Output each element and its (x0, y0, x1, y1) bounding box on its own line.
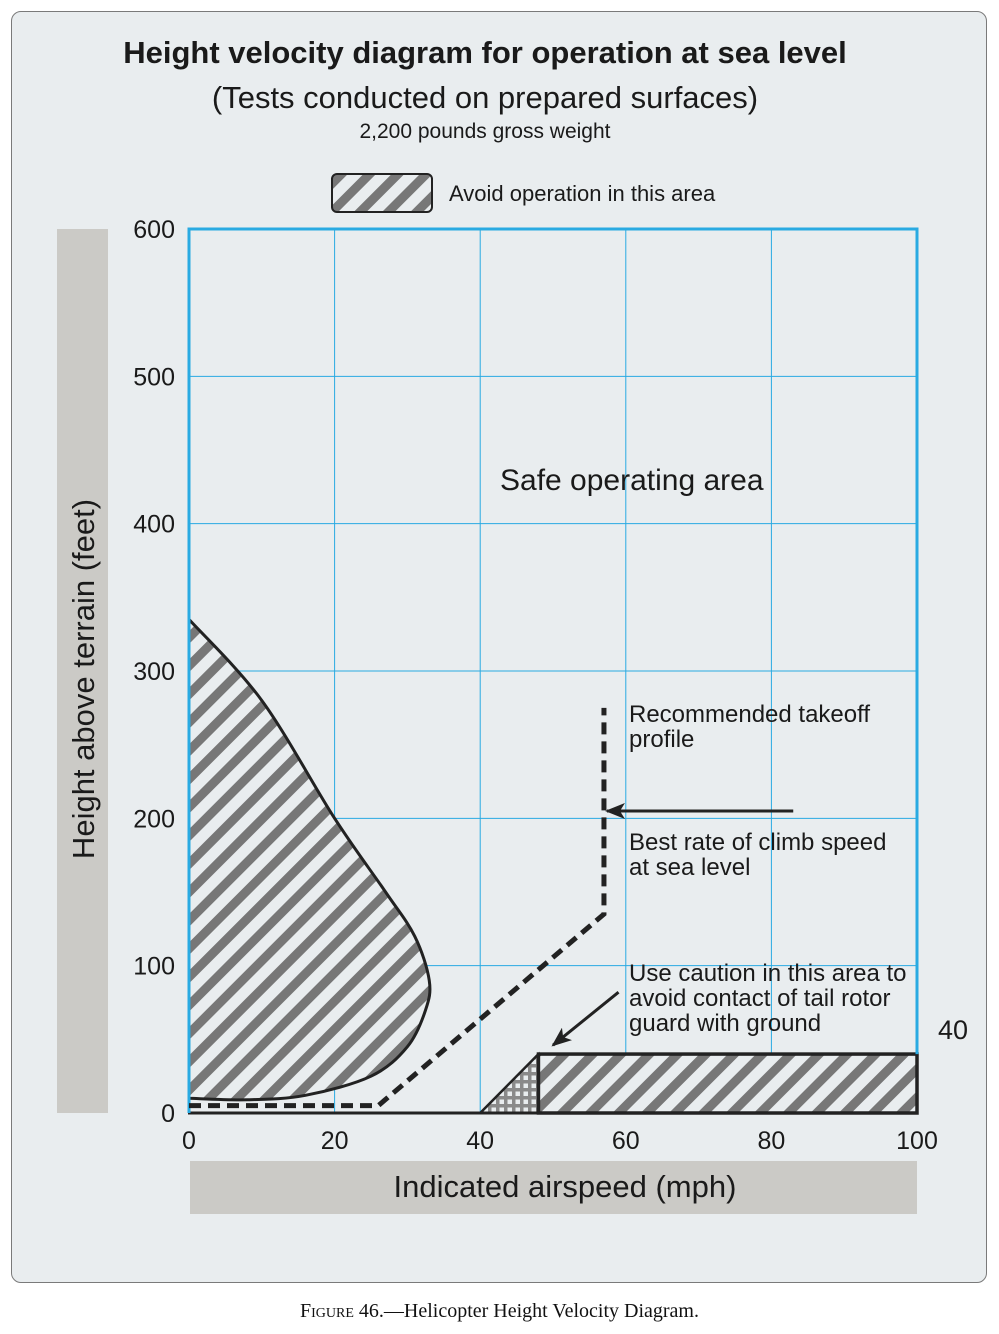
caution-label-line1: Use caution in this area to (629, 960, 907, 987)
takeoff-label-line1: Recommended takeoff (629, 701, 870, 728)
y-tick-label-0: 0 (161, 1100, 175, 1128)
x-tick-label-60: 60 (612, 1127, 640, 1155)
y-axis-label: Height above terrain (feet) (66, 499, 101, 859)
legend-label: Avoid operation in this area (449, 181, 716, 206)
legend: Avoid operation in this area (331, 173, 716, 213)
figure-caption-label: Figure (299, 1300, 354, 1322)
figure-caption: Figure 46.—Helicopter Height Velocity Di… (0, 1300, 999, 1323)
x-tick-label-20: 20 (321, 1127, 349, 1155)
takeoff-label-line2: profile (629, 726, 694, 753)
avoid-region-high-speed (536, 1052, 919, 1115)
y-tick-label-400: 400 (133, 511, 175, 539)
safe-area-label: Safe operating area (500, 464, 764, 497)
chart-title: Height velocity diagram for operation at… (123, 35, 847, 70)
best-climb-label: Best rate of climb speed at sea level (629, 829, 893, 881)
x-axis-label: Indicated airspeed (mph) (394, 1169, 737, 1204)
y-tick-labels: 0 100 200 300 400 500 600 (133, 216, 175, 1128)
caution-label-line2: avoid contact of tail rotor (629, 985, 890, 1012)
caution-top-value-label: 40 (938, 1015, 968, 1045)
avoid-region-low-speed (187, 615, 432, 1102)
y-axis-band (57, 229, 108, 1113)
caution-label-line3: guard with ground (629, 1010, 821, 1037)
legend-swatch (331, 173, 433, 213)
chart-subtitle: (Tests conducted on prepared surfaces) (212, 80, 758, 115)
x-tick-label-80: 80 (757, 1127, 785, 1155)
y-tick-label-600: 600 (133, 216, 175, 244)
plot-frame (187, 227, 919, 1115)
takeoff-label: Recommended takeoff profile (629, 701, 877, 753)
x-tick-label-0: 0 (182, 1127, 196, 1155)
caution-label: Use caution in this area to avoid contac… (629, 960, 913, 1037)
figure-caption-text: 46.—Helicopter Height Velocity Diagram. (353, 1300, 699, 1322)
chart-subtitle-weight: 2,200 pounds gross weight (359, 120, 610, 143)
x-tick-labels: 0 20 40 60 80 100 (182, 1127, 938, 1155)
best-climb-label-line2: at sea level (629, 854, 750, 881)
best-climb-label-line1: Best rate of climb speed (629, 829, 886, 856)
caution-arrow (551, 991, 620, 1047)
y-tick-label-100: 100 (133, 953, 175, 981)
x-tick-label-40: 40 (466, 1127, 494, 1155)
height-velocity-chart: Height velocity diagram for operation at… (57, 35, 968, 1214)
caution-slope-line (479, 1053, 540, 1114)
y-tick-label-200: 200 (133, 805, 175, 833)
x-axis-band (190, 1161, 917, 1214)
x-tick-label-100: 100 (896, 1127, 938, 1155)
y-tick-label-500: 500 (133, 363, 175, 391)
regions (187, 615, 919, 1115)
profile-lines (189, 707, 794, 1109)
y-tick-label-300: 300 (133, 658, 175, 686)
